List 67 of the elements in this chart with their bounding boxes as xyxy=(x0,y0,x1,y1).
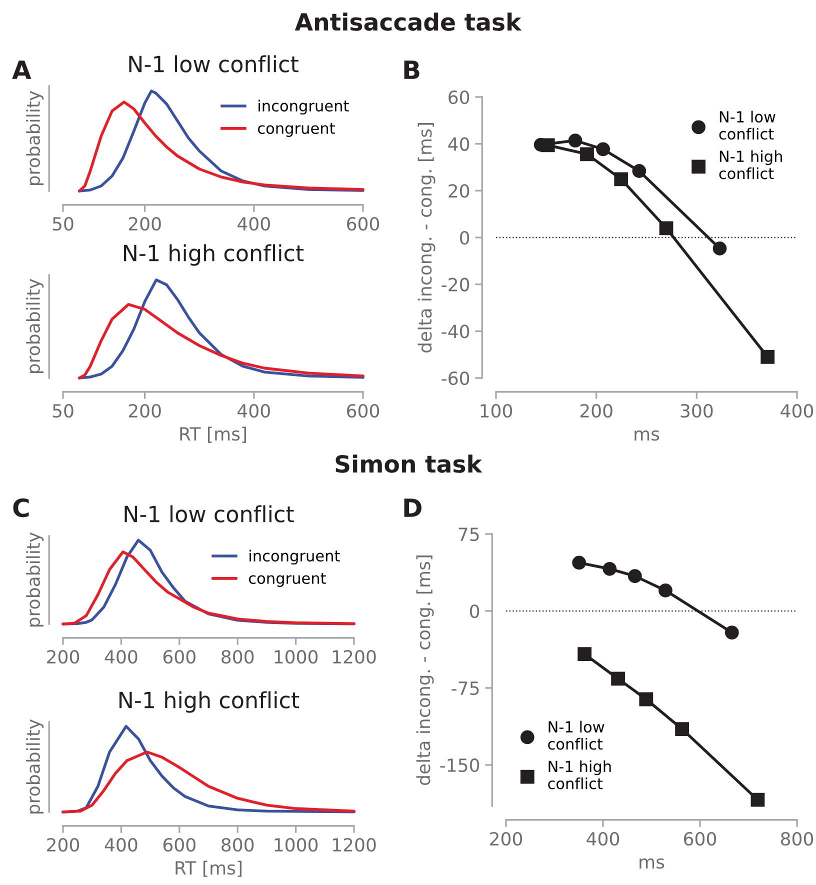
y-tick-label: 75 xyxy=(458,528,479,542)
text: D xyxy=(404,498,422,517)
x-tick-label: 400 xyxy=(104,838,138,852)
x-tick-label: 200 xyxy=(580,404,612,418)
x-tick-label: 400 xyxy=(238,217,270,231)
x-tick-label: 200 xyxy=(128,217,161,231)
x-tick-label: 50 xyxy=(52,217,74,231)
y-axis-title: delta incong. - cong. [ms] xyxy=(416,556,434,785)
x-tick-label: 1200 xyxy=(333,838,376,852)
x-tick-label: 1200 xyxy=(333,650,376,664)
x-tick-label: 600 xyxy=(163,650,196,664)
x-tick-label: 100 xyxy=(480,404,512,418)
y-tick-label: -150 xyxy=(440,758,480,772)
legend-label: N-1 high conflict xyxy=(719,150,782,180)
chart-title: N-1 low conflict xyxy=(124,505,294,522)
text: Simon task xyxy=(336,454,482,473)
x-tick-label: 600 xyxy=(684,832,716,846)
x-tick-label: 400 xyxy=(780,404,814,418)
x-tick-label: 800 xyxy=(222,838,254,852)
x-tick-label: 1000 xyxy=(274,650,318,664)
legend-label: incongruent xyxy=(250,550,340,565)
legend-label: incongruent xyxy=(258,100,349,115)
y-tick-label: -20 xyxy=(442,278,470,292)
y-tick-label: -60 xyxy=(442,371,470,386)
chart-title: N-1 high conflict xyxy=(120,691,300,713)
y-axis-title: probability xyxy=(26,719,44,814)
text: A xyxy=(12,60,32,79)
x-tick-label: 600 xyxy=(163,838,196,852)
legend-label: congruent xyxy=(258,123,335,137)
legend-label: N-1 high conflict xyxy=(548,760,611,790)
x-tick-label: 300 xyxy=(680,404,713,418)
x-tick-label: 600 xyxy=(347,217,380,231)
y-axis-title: delta incong. - cong. [ms] xyxy=(418,123,436,352)
x-axis-title: ms xyxy=(640,858,664,869)
y-tick-label: 60 xyxy=(448,90,470,104)
chart-title: N-1 high conflict xyxy=(124,244,304,266)
x-tick-label: 400 xyxy=(104,650,138,664)
legend-label: congruent xyxy=(249,573,326,587)
y-tick-label: 0 xyxy=(470,604,480,618)
x-tick-label: 200 xyxy=(47,650,80,664)
x-axis-title: ms xyxy=(634,430,660,441)
y-axis-title: probability xyxy=(26,90,44,186)
text: B xyxy=(404,60,420,79)
text: C xyxy=(13,498,29,518)
x-tick-label: 400 xyxy=(238,404,270,418)
legend-label: N-1 low conflict xyxy=(719,110,776,140)
y-axis-title: probability xyxy=(26,278,44,374)
x-tick-label: 1000 xyxy=(274,838,318,852)
y-tick-label: 0 xyxy=(460,230,470,245)
y-tick-label: 20 xyxy=(448,184,470,198)
x-tick-label: 200 xyxy=(128,404,161,418)
legend-label: N-1 low conflict xyxy=(548,720,604,750)
x-tick-label: 200 xyxy=(490,832,522,846)
x-axis-title: RT [ms] xyxy=(176,860,242,877)
y-tick-label: 40 xyxy=(448,137,470,151)
x-tick-label: 800 xyxy=(780,832,814,846)
x-tick-label: 400 xyxy=(586,832,620,846)
text: Antisaccade task xyxy=(294,12,522,31)
chart-title: N-1 low conflict xyxy=(129,55,298,72)
x-tick-label: 800 xyxy=(222,650,254,664)
x-tick-label: 600 xyxy=(347,404,380,418)
x-tick-label: 50 xyxy=(52,404,74,418)
y-axis-title: probability xyxy=(26,532,44,627)
y-tick-label: -40 xyxy=(442,324,470,338)
x-tick-label: 200 xyxy=(47,838,80,852)
y-tick-label: -75 xyxy=(452,682,479,696)
x-axis-title: RT [ms] xyxy=(180,426,246,443)
